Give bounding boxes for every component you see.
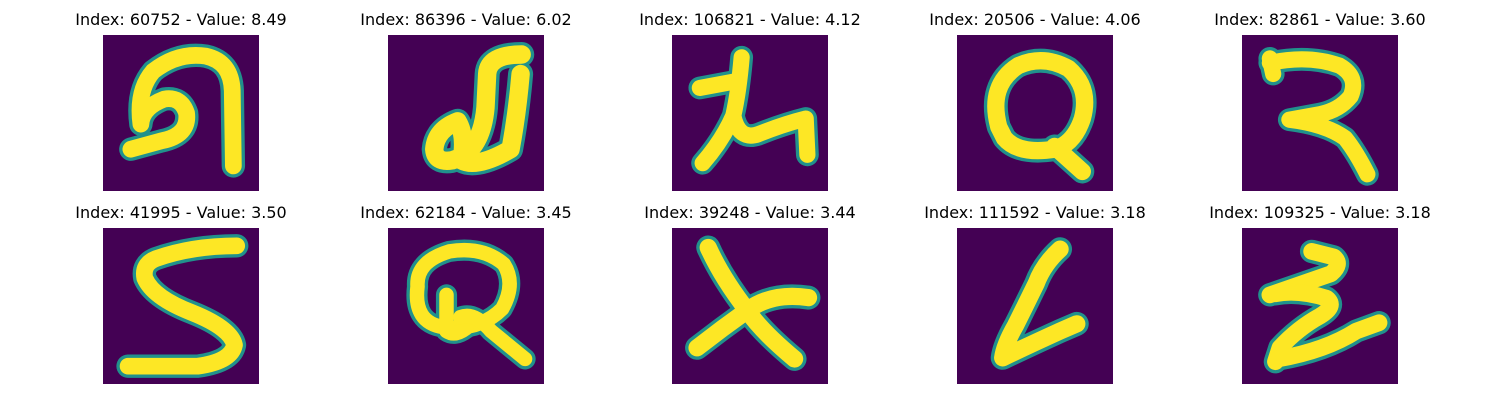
glyph-strokes <box>983 48 1097 184</box>
glyph-stroke-core <box>725 107 816 163</box>
glyph-stroke-core <box>439 287 474 341</box>
glyph-stroke-core <box>1269 314 1388 368</box>
handwritten-glyph-image <box>957 35 1113 191</box>
glyph-stroke-core <box>425 45 531 172</box>
glyph-stroke-core <box>994 240 1086 367</box>
panel-title: Index: 20506 - Value: 4.06 <box>929 10 1141 29</box>
glyph-stroke-core <box>987 52 1094 160</box>
panel-title: Index: 62184 - Value: 3.45 <box>360 203 572 222</box>
sample-panel: Index: 82861 - Value: 3.60 <box>1190 9 1450 191</box>
sample-panel: Index: 41995 - Value: 3.50 <box>51 202 311 384</box>
panel-title: Index: 82861 - Value: 3.60 <box>1214 10 1426 29</box>
glyph-strokes <box>406 239 536 370</box>
glyph-stroke-core <box>119 237 246 375</box>
panel-title: Index: 60752 - Value: 8.49 <box>75 10 287 29</box>
panel-title: Index: 39248 - Value: 3.44 <box>644 203 856 222</box>
glyph-stroke-core <box>688 287 818 357</box>
glyph-strokes <box>685 235 821 371</box>
glyph-stroke-core <box>122 47 242 175</box>
glyph-stroke-core <box>1267 283 1339 371</box>
panel-title: Index: 86396 - Value: 6.02 <box>360 10 572 29</box>
sample-panel: Index: 106821 - Value: 4.12 <box>620 9 880 191</box>
glyph-stroke-core <box>1045 137 1091 181</box>
glyph-strokes <box>990 237 1089 370</box>
glyph-strokes <box>1258 239 1391 374</box>
handwritten-glyph-image <box>1242 228 1398 384</box>
glyph-strokes <box>1258 46 1379 186</box>
panel-title: Index: 111592 - Value: 3.18 <box>924 203 1146 222</box>
glyph-strokes <box>421 41 535 176</box>
panel-title: Index: 106821 - Value: 4.12 <box>639 10 861 29</box>
glyph-stroke-core <box>453 308 533 367</box>
glyph-stroke-core <box>1261 243 1346 304</box>
handwritten-glyph-image <box>388 35 544 191</box>
sample-panel: Index: 20506 - Value: 4.06 <box>905 9 1165 191</box>
panel-title: Index: 109325 - Value: 3.18 <box>1209 203 1431 222</box>
glyph-strokes <box>116 234 249 378</box>
sample-panel: Index: 86396 - Value: 6.02 <box>336 9 596 191</box>
sample-panel: Index: 62184 - Value: 3.45 <box>336 202 596 384</box>
handwritten-glyph-image <box>1242 35 1398 191</box>
sample-panel: Index: 109325 - Value: 3.18 <box>1190 202 1450 384</box>
sample-panel: Index: 111592 - Value: 3.18 <box>905 202 1165 384</box>
sample-panel: Index: 39248 - Value: 3.44 <box>620 202 880 384</box>
handwritten-glyph-image <box>957 228 1113 384</box>
sample-panel: Index: 60752 - Value: 8.49 <box>51 9 311 191</box>
handwritten-glyph-image <box>672 228 828 384</box>
glyph-strokes <box>119 43 246 178</box>
handwritten-glyph-image <box>388 228 544 384</box>
handwritten-glyph-image <box>103 228 259 384</box>
glyph-stroke-core <box>1261 51 1376 183</box>
glyph-strokes <box>688 45 819 175</box>
panel-title: Index: 41995 - Value: 3.50 <box>75 203 287 222</box>
handwritten-glyph-image <box>103 35 259 191</box>
handwritten-glyph-image <box>672 35 828 191</box>
